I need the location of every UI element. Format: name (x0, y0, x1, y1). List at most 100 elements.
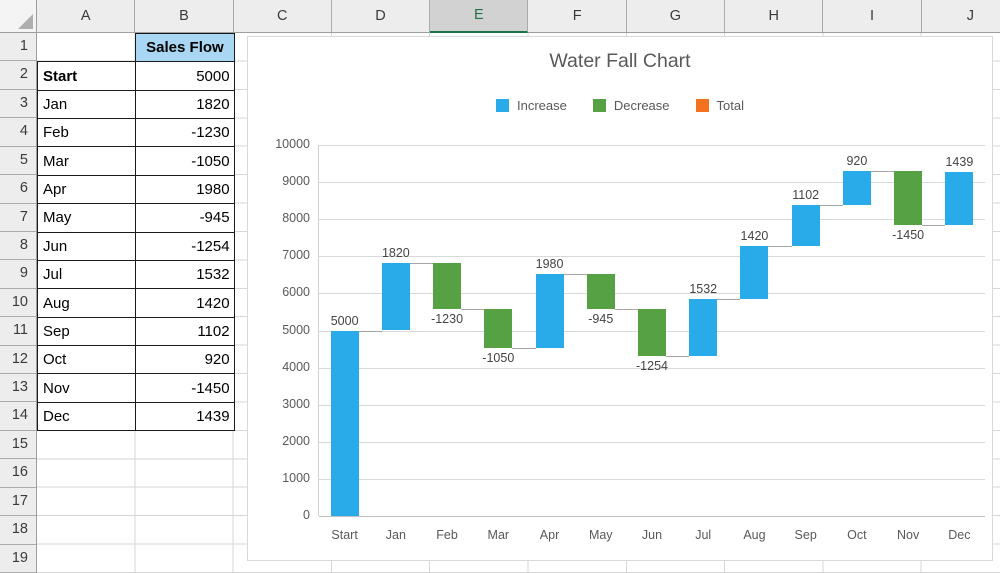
x-tick-label-jul: Jul (695, 528, 712, 542)
row-header-11[interactable]: 11 (0, 317, 36, 346)
legend-item-increase[interactable]: Increase (496, 98, 567, 113)
select-all-corner[interactable] (0, 0, 37, 33)
bar-value-label-feb: -1230 (431, 311, 464, 326)
connector-line-3 (512, 347, 536, 349)
cell-b6[interactable]: 1980 (136, 175, 234, 205)
row-header-19[interactable]: 19 (0, 544, 36, 573)
cell-b14[interactable]: 1439 (136, 402, 234, 431)
x-tick-label-may: May (588, 528, 613, 542)
bar-dec[interactable] (945, 171, 974, 225)
bar-oct[interactable] (842, 171, 871, 206)
row-header-13[interactable]: 13 (0, 374, 36, 403)
column-header-c[interactable]: C (233, 0, 332, 32)
cell-a5[interactable]: Mar (38, 147, 137, 176)
bar-value-label-nov: -1450 (892, 227, 925, 242)
cell-b7[interactable]: -945 (136, 204, 234, 233)
row-header-3[interactable]: 3 (0, 89, 36, 119)
row-header-4[interactable]: 4 (0, 118, 36, 147)
bar-mar[interactable] (484, 308, 513, 348)
bar-jul[interactable] (689, 298, 718, 356)
bar-nov[interactable] (894, 171, 923, 225)
cell-b9[interactable]: 1532 (136, 260, 234, 290)
cell-a6[interactable]: Apr (38, 175, 137, 205)
bar-value-label-sep: 1102 (792, 188, 820, 203)
chart-title[interactable]: Water Fall Chart (549, 50, 691, 72)
y-tick-label-5000: 5000 (282, 322, 310, 337)
cell-b2[interactable]: 5000 (136, 62, 234, 91)
bar-jan[interactable] (381, 262, 410, 331)
cell-a14[interactable]: Dec (38, 402, 137, 431)
row-header-18[interactable]: 18 (0, 516, 36, 545)
bar-aug[interactable] (740, 246, 769, 299)
cell-a2[interactable]: Start (38, 62, 137, 91)
bar-apr[interactable] (535, 274, 564, 348)
gridline-0 (319, 516, 985, 517)
x-tick-label-feb: Feb (436, 528, 458, 542)
cell-b11[interactable]: 1102 (136, 317, 234, 347)
column-header-a[interactable]: A (37, 0, 136, 32)
cell-a3[interactable]: Jan (38, 90, 137, 120)
cell-a4[interactable]: Feb (38, 119, 137, 148)
row-header-1[interactable]: 1 (0, 33, 36, 62)
column-header-e[interactable]: E (430, 0, 529, 33)
x-tick-label-oct: Oct (847, 528, 867, 542)
row-header-17[interactable]: 17 (0, 487, 36, 517)
row-header-15[interactable]: 15 (0, 430, 36, 460)
connector-line-4 (563, 274, 587, 276)
gridline-7000 (319, 256, 985, 258)
cell-b1-sales-flow-header[interactable]: Sales Flow (135, 33, 235, 63)
row-header-8[interactable]: 8 (0, 231, 36, 261)
column-header-i[interactable]: I (823, 0, 922, 32)
cell-b4[interactable]: -1230 (136, 119, 234, 148)
x-tick-label-nov: Nov (897, 528, 920, 542)
cell-a10[interactable]: Aug (38, 289, 137, 318)
row-header-7[interactable]: 7 (0, 203, 36, 232)
bar-value-label-dec: 1439 (945, 154, 974, 169)
column-header-g[interactable]: G (626, 0, 726, 32)
cell-a9[interactable]: Jul (38, 260, 137, 290)
legend-swatch-total (695, 99, 709, 112)
cell-b12[interactable]: 920 (136, 346, 234, 375)
row-header-9[interactable]: 9 (0, 260, 36, 289)
cell-a8[interactable]: Jun (38, 232, 137, 261)
cell-b13[interactable]: -1450 (136, 374, 234, 403)
cell-a11[interactable]: Sep (38, 317, 137, 347)
cell-b8[interactable]: -1254 (136, 232, 234, 261)
row-header-14[interactable]: 14 (0, 402, 36, 431)
cell-a13[interactable]: Nov (38, 374, 137, 403)
column-header-b[interactable]: B (135, 0, 234, 32)
x-tick-label-jun: Jun (641, 528, 663, 542)
connector-line-8 (768, 246, 792, 248)
cell-b10[interactable]: 1420 (136, 289, 234, 318)
bar-start[interactable] (330, 330, 359, 516)
plot-area[interactable]: 0 1000 2000 3000 4000 5000 6000 7000 8000 9000 100… (275, 137, 985, 542)
cell-a12[interactable]: Oct (38, 346, 137, 375)
legend-item-decrease[interactable]: Decrease (592, 98, 670, 113)
waterfall-chart[interactable]: Water Fall Chart Increase Decrease Total 0… (247, 36, 993, 561)
column-header-j[interactable]: J (921, 0, 1000, 32)
cell-a7[interactable]: May (38, 204, 137, 233)
row-header-5[interactable]: 5 (0, 146, 36, 176)
bar-jun[interactable] (638, 309, 666, 356)
row-header-2[interactable]: 2 (0, 61, 36, 90)
column-header-h[interactable]: H (725, 0, 824, 32)
legend-item-total[interactable]: Total (695, 98, 744, 113)
legend-label: Decrease (613, 98, 670, 113)
row-header-16[interactable]: 16 (0, 459, 36, 488)
y-tick-label-8000: 8000 (282, 211, 310, 226)
column-header-d[interactable]: D (331, 0, 431, 32)
row-header-6[interactable]: 6 (0, 175, 36, 204)
bar-sep[interactable] (791, 205, 820, 247)
cell-b5[interactable]: -1050 (136, 147, 234, 176)
bar-may[interactable] (586, 274, 615, 310)
bar-feb[interactable] (433, 262, 462, 309)
y-tick-label-0: 0 (303, 508, 310, 522)
y-tick-label-7000: 7000 (282, 248, 310, 263)
column-header-f[interactable]: F (528, 0, 627, 32)
gridline-3000 (319, 404, 985, 406)
cell-b3[interactable]: 1820 (136, 90, 234, 120)
row-header-12[interactable]: 12 (0, 345, 36, 375)
row-header-10[interactable]: 10 (0, 288, 36, 318)
